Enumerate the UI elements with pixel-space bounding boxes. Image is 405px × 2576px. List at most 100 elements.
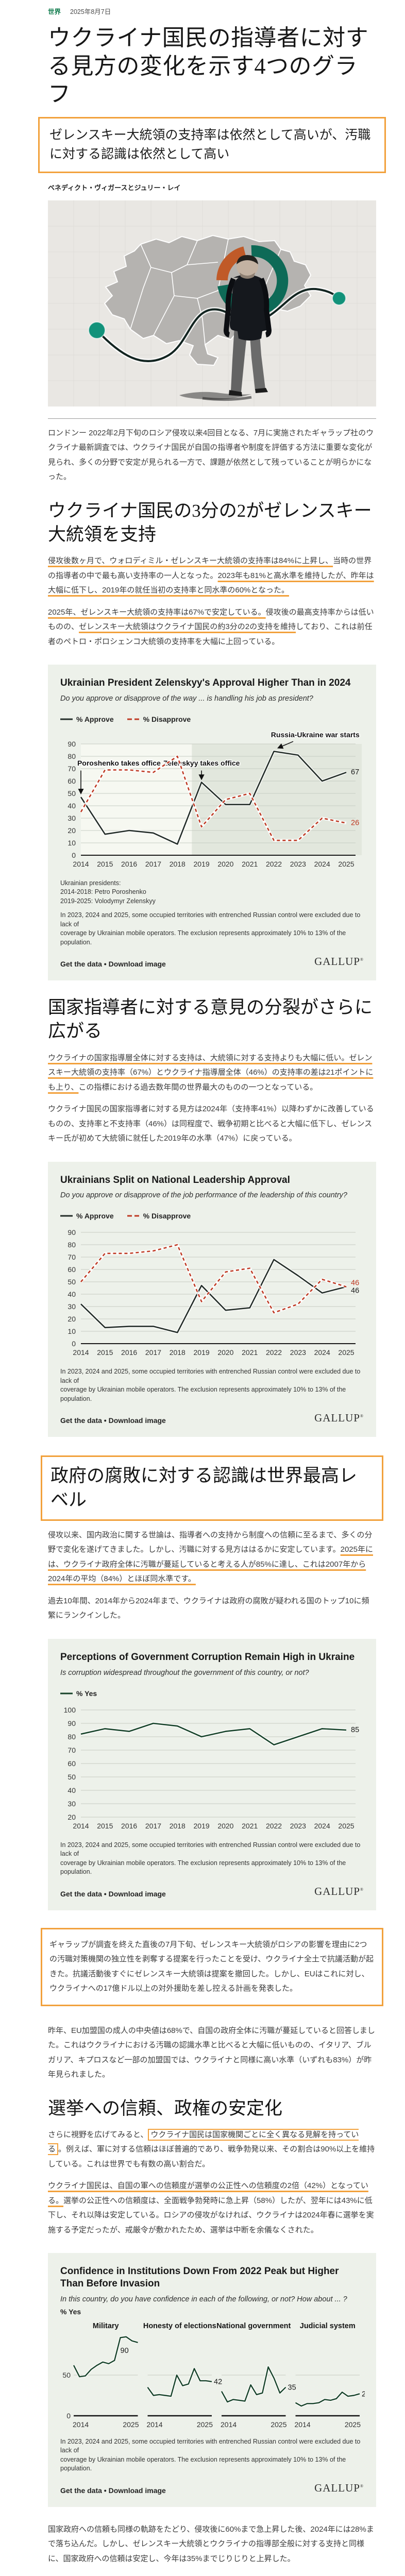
legend-item: % Approve [60, 715, 114, 723]
section-heading-4: 選挙への信頼、政権の安定化 [48, 2098, 283, 2119]
chart-title: Confidence in Institutions Down From 202… [60, 2266, 339, 2289]
chart-links: Get the data • Download image [60, 2486, 166, 2495]
svg-text:0: 0 [66, 2412, 71, 2420]
text-link[interactable]: 侵攻後数ヶ月で、ウォロディミル・ゼレンスキー大統領の支持率は84%に上昇し、 [48, 556, 333, 566]
svg-text:10: 10 [68, 1327, 76, 1335]
svg-text:85: 85 [351, 1726, 359, 1734]
page-title: ウクライナ国民の指導者に対する見方の変化を示す4つのグラフ [48, 25, 369, 107]
dek-box: ゼレンスキー大統領の支持率は依然として高いが、汚職に対する認識は依然として高い [38, 116, 386, 173]
text-link[interactable]: 2025年、ゼレンスキー大統領の支持率は67%で安定している。 [48, 607, 266, 617]
text-link[interactable]: ゼレンスキー大統領はウクライナ国民の約3分の2の支持を維持 [79, 622, 296, 632]
download-image-link[interactable]: Download image [108, 1889, 166, 1898]
get-data-link[interactable]: Get the data [60, 1889, 102, 1898]
download-image-link[interactable]: Download image [108, 1416, 166, 1425]
svg-text:40: 40 [68, 1290, 76, 1298]
text-link[interactable]: ウクライナの国家指導層全体に対する支持は、大統領に対する支持よりも大幅に低い。ゼ… [48, 1053, 374, 1092]
svg-text:2020: 2020 [217, 1822, 233, 1830]
paragraph: ウクライナの国家指導層全体に対する支持は、大統領に対する支持よりも大幅に低い。ゼ… [48, 1051, 376, 1095]
svg-text:Military: Military [93, 2322, 119, 2330]
text-run: この指標における過去数年間の世界最大のものの一つとなっている。 [78, 1082, 318, 1092]
svg-text:2019: 2019 [194, 860, 210, 868]
paragraph: 侵攻以来、国内政治に関する世論は、指導者への支持から制度への信頼に至るまで、多く… [48, 1528, 376, 1587]
text-link[interactable]: 2025年には、ウクライナ政府全体に汚職が蔓延していると考える人が85%に達し、… [48, 1545, 373, 1584]
publish-date: 2025年8月7日 [70, 8, 111, 15]
svg-text:2021: 2021 [242, 860, 258, 868]
svg-text:50: 50 [68, 1773, 76, 1781]
svg-text:20: 20 [68, 1315, 76, 1323]
category-link[interactable]: 世界 [48, 8, 61, 15]
svg-text:2025: 2025 [271, 2420, 286, 2429]
svg-text:10: 10 [68, 839, 76, 847]
svg-text:2014: 2014 [221, 2420, 237, 2429]
chart-legend: % Yes [60, 1689, 364, 1698]
text-link[interactable]: ウクライナ国民は、自国の軍への信頼度が選挙の公正性への信頼度の2倍（42%）とな… [48, 2181, 368, 2205]
dek-text: ゼレンスキー大統領の支持率は依然として高いが、汚職に対する認識は依然として高い [49, 127, 371, 162]
gallup-logo: GALLUP® [314, 955, 364, 968]
legend-item: % Disapprove [127, 715, 191, 723]
section-heading-3: 政府の腐敗に対する認識は世界最高レベル [41, 1455, 383, 1521]
text-run: ギャラップが調査を終えた直後の7月下旬、ゼレンスキー大統領がロシアの影響を理由に… [49, 1940, 374, 1993]
highlight-box: ギャラップが調査を終えた直後の7月下旬、ゼレンスキー大統領がロシアの影響を理由に… [41, 1927, 383, 2006]
chart-legend: % Approve % Disapprove [60, 1212, 364, 1220]
svg-text:2024: 2024 [314, 1822, 330, 1830]
chart-footer: Get the data • Download image GALLUP® [60, 1412, 364, 1425]
svg-text:50: 50 [68, 789, 76, 798]
text-link[interactable]: 2023年も81%と高水準を維持したが、昨年は大幅に低下し、2019年の就任当初… [48, 571, 374, 595]
svg-text:2015: 2015 [97, 1822, 113, 1830]
chart-subtitle: Do you approve or disapprove of the job … [60, 1191, 347, 1200]
get-data-link[interactable]: Get the data [60, 960, 102, 969]
svg-text:90: 90 [68, 740, 76, 748]
svg-text:70: 70 [68, 765, 76, 773]
svg-text:80: 80 [68, 752, 76, 760]
svg-text:2025: 2025 [197, 2420, 213, 2429]
svg-text:70: 70 [68, 1746, 76, 1754]
section-heading-2: 国家指導者に対する意見の分裂がさらに広がる [48, 997, 373, 1042]
svg-text:30: 30 [68, 814, 76, 822]
svg-text:60: 60 [68, 1265, 76, 1274]
svg-text:2025: 2025 [338, 1822, 354, 1830]
svg-text:2014: 2014 [73, 1822, 89, 1830]
svg-text:Honesty of elections: Honesty of elections [143, 2322, 216, 2330]
svg-text:2018: 2018 [170, 1348, 185, 1357]
paragraph: 過去10年間、2014年から2024年まで、ウクライナは政府の腐敗が疑われる国の… [48, 1594, 376, 1623]
get-data-link[interactable]: Get the data [60, 2486, 102, 2495]
person-figure [179, 255, 272, 401]
chart-links: Get the data • Download image [60, 1889, 166, 1898]
chart-title: Ukrainian President Zelenskyy's Approval… [60, 677, 351, 689]
text-run: 。例えば、軍に対する信頼はほぼ普遍的であり、戦争勃発以来、その割合は90%以上を… [48, 2145, 375, 2168]
legend-item: % Disapprove [127, 1212, 191, 1221]
svg-text:30: 30 [68, 1302, 76, 1311]
legend-item: % Approve [60, 1212, 114, 1221]
chart-pct-label: % Yes [60, 2307, 81, 2316]
svg-text:30: 30 [68, 1800, 76, 1808]
chart-zelenskyy-approval: Ukrainian President Zelenskyy's Approval… [48, 665, 376, 981]
svg-text:2021: 2021 [242, 1348, 258, 1357]
text-run: 侵攻後の最高支持率からは低いものの、 [48, 607, 374, 632]
text-run: 侵攻以来、国内政治に関する世論は、指導者への支持から制度への信頼に至るまで、多く… [48, 1530, 373, 1554]
chart-footer: Get the data • Download image GALLUP® [60, 2482, 364, 2495]
svg-text:42: 42 [214, 2378, 222, 2386]
chart-footer: Get the data • Download image GALLUP® [60, 1885, 364, 1898]
text-run: 選挙の公正性への信頼度は、全面戦争勃発時に急上昇（58%）したが、翌年には43%… [48, 2196, 374, 2234]
chart-footnote: In 2023, 2024 and 2025, some occupied te… [60, 1368, 361, 1402]
svg-text:70: 70 [68, 1253, 76, 1261]
get-data-link[interactable]: Get the data [60, 1416, 102, 1425]
paragraph: 国家政府への信頼も同様の軌跡をたどり、侵攻後に60%まで急上昇した後、2024年… [48, 2522, 376, 2567]
svg-text:Zelenskyy takes office: Zelenskyy takes office [163, 759, 240, 767]
svg-text:2014: 2014 [295, 2420, 311, 2429]
chart-subtitle: Do you approve or disapprove of the way … [60, 694, 313, 703]
svg-text:2021: 2021 [242, 1822, 258, 1830]
svg-text:2018: 2018 [170, 1822, 185, 1830]
paragraph: 侵攻後数ヶ月で、ウォロディミル・ゼレンスキー大統領の支持率は84%に上昇し、当時… [48, 554, 376, 598]
svg-text:100: 100 [64, 1706, 76, 1714]
svg-text:2018: 2018 [170, 860, 185, 868]
svg-text:50: 50 [68, 1278, 76, 1286]
paragraph: ウクライナ国民は、自国の軍への信頼度が選挙の公正性への信頼度の2倍（42%）とな… [48, 2179, 376, 2238]
meta-row: 世界 2025年8月7日 [48, 0, 376, 16]
download-image-link[interactable]: Download image [108, 960, 166, 969]
svg-text:2025: 2025 [123, 2420, 139, 2429]
svg-text:2014: 2014 [147, 2420, 163, 2429]
download-image-link[interactable]: Download image [108, 2486, 166, 2495]
svg-text:90: 90 [68, 1228, 76, 1236]
